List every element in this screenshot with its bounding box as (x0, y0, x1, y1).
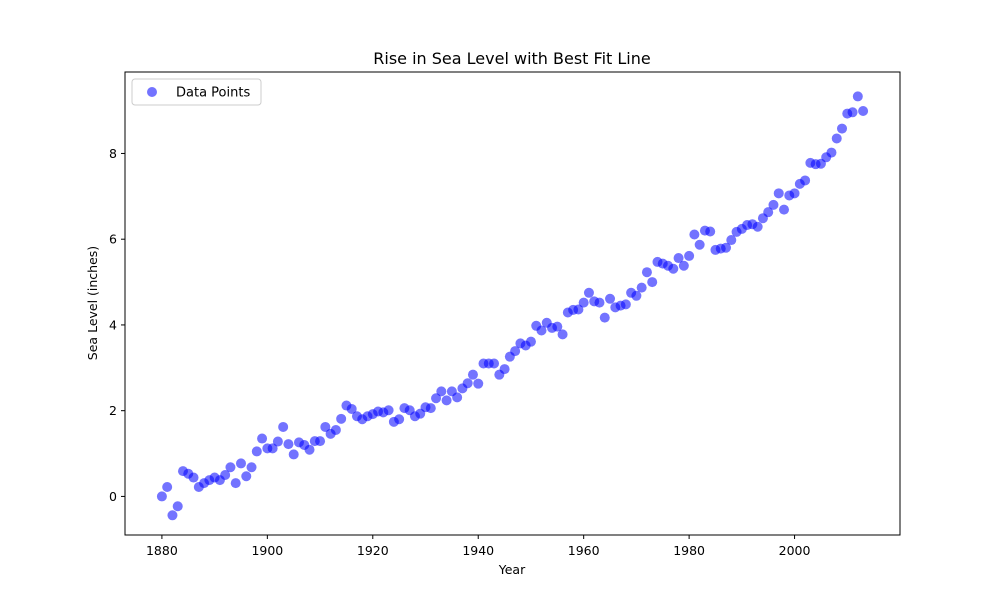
data-point (605, 293, 616, 304)
data-point (272, 436, 283, 447)
data-point (826, 147, 837, 158)
x-axis-label: Year (498, 562, 526, 577)
y-tick-label: 0 (109, 489, 117, 504)
chart-title: Rise in Sea Level with Best Fit Line (373, 49, 650, 68)
y-tick-label: 4 (109, 317, 117, 332)
data-point (267, 443, 278, 454)
data-point (394, 414, 405, 425)
data-point (452, 392, 463, 403)
data-point (283, 439, 294, 450)
data-point (752, 221, 763, 232)
data-point (705, 226, 716, 237)
data-point (678, 260, 689, 271)
data-point (246, 462, 257, 473)
data-point (636, 282, 647, 293)
y-tick-label: 2 (109, 403, 117, 418)
data-point (156, 491, 167, 502)
data-point (225, 462, 236, 473)
data-point (304, 444, 315, 455)
data-point (525, 336, 536, 347)
data-point (257, 433, 268, 444)
data-point (789, 188, 800, 199)
data-point (552, 321, 563, 332)
data-point (188, 472, 199, 483)
legend-marker (147, 87, 157, 97)
data-point (673, 253, 684, 264)
y-tick-label: 8 (109, 146, 117, 161)
data-point (599, 312, 610, 323)
data-point (499, 364, 510, 375)
data-point (510, 346, 521, 357)
legend-label: Data Points (176, 86, 250, 101)
data-point (425, 403, 436, 414)
data-point (689, 229, 700, 240)
legend-box (131, 78, 262, 106)
data-point (837, 123, 848, 134)
x-tick-label: 1900 (251, 543, 283, 558)
data-point (773, 188, 784, 199)
data-point (800, 175, 811, 186)
x-tick-label: 1880 (146, 543, 178, 558)
data-point (779, 204, 790, 215)
data-point (763, 207, 774, 218)
data-point (330, 424, 341, 435)
data-point (315, 436, 326, 447)
data-point (831, 133, 842, 144)
data-point (489, 358, 500, 369)
data-point (473, 378, 484, 389)
x-tick-label: 1960 (568, 543, 600, 558)
data-point (573, 304, 584, 315)
data-point (536, 325, 547, 336)
data-point (726, 235, 737, 246)
data-point (852, 91, 863, 102)
legend: Data Points (131, 78, 262, 106)
x-tick-label: 1920 (357, 543, 389, 558)
x-tick-label: 1940 (462, 543, 494, 558)
data-point (431, 393, 442, 404)
data-point (172, 501, 183, 512)
data-point (594, 297, 605, 308)
plot-area-frame (124, 71, 901, 536)
y-tick-label: 6 (109, 232, 117, 247)
y-axis-label: Sea Level (inches) (85, 246, 100, 360)
data-point (467, 369, 478, 380)
data-point (721, 242, 732, 253)
data-point (647, 277, 658, 288)
data-point (167, 510, 178, 521)
data-point (768, 199, 779, 210)
data-point (278, 421, 289, 432)
data-point (694, 239, 705, 250)
data-point (383, 405, 394, 416)
data-point (583, 287, 594, 298)
data-points (156, 91, 869, 521)
data-point (847, 107, 858, 118)
data-point (235, 458, 246, 469)
data-point (620, 299, 631, 310)
data-point (462, 378, 473, 389)
data-point (241, 471, 252, 482)
data-point (631, 290, 642, 301)
x-tick-label: 2000 (779, 543, 811, 558)
data-point (346, 403, 357, 414)
data-point (251, 446, 262, 457)
data-point (684, 250, 695, 261)
data-point (641, 267, 652, 278)
data-point (578, 297, 589, 308)
x-axis-ticks: 1880 1900 1920 1940 1960 1980 2000 (146, 535, 811, 558)
data-point (336, 413, 347, 424)
data-point (230, 478, 241, 489)
data-point (858, 106, 869, 117)
x-tick-label: 1980 (673, 543, 705, 558)
data-point (557, 329, 568, 340)
data-point (288, 449, 299, 460)
data-point (162, 481, 173, 492)
data-point (220, 469, 231, 480)
data-point (320, 421, 331, 432)
data-point (436, 386, 447, 397)
data-point (668, 263, 679, 274)
y-axis-ticks: 0 2 4 6 8 (109, 146, 125, 504)
data-point (441, 395, 452, 406)
